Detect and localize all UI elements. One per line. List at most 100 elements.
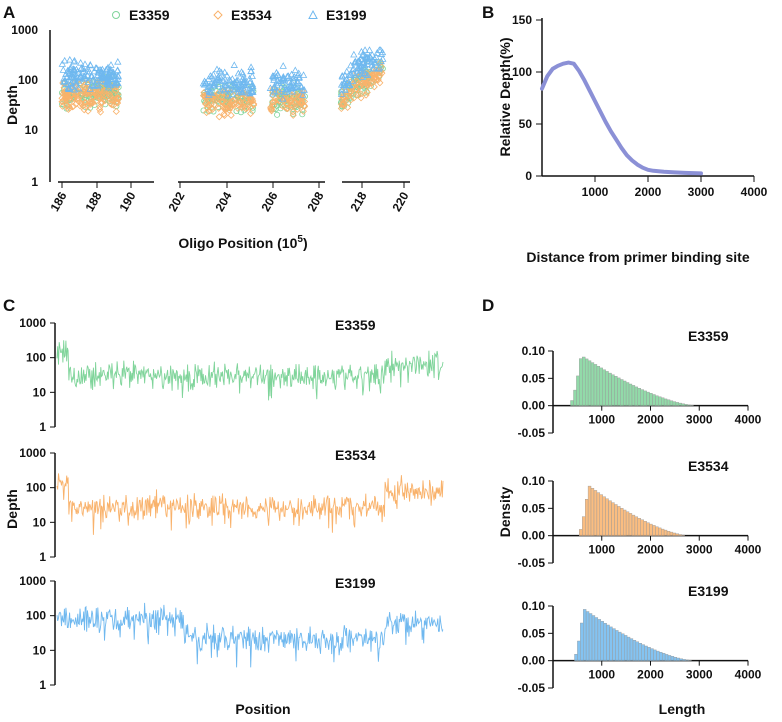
- panel-c-trace-e3199: [56, 602, 444, 668]
- panel-d-xtick-label: 1000: [588, 413, 615, 427]
- point-e3199: [214, 73, 222, 80]
- point-e3534: [113, 99, 122, 107]
- legend-marker-e3534: [213, 10, 223, 20]
- panel-d-bar-e3534: [596, 492, 601, 536]
- point-e3199: [75, 77, 83, 84]
- point-e3199: [337, 80, 346, 88]
- point-e3534: [291, 89, 299, 97]
- point-e3199: [225, 76, 234, 83]
- point-e3534: [92, 88, 100, 96]
- point-e3199: [77, 73, 85, 81]
- panel-b-xtick-4000: 4000: [741, 185, 768, 199]
- point-e3199: [65, 84, 74, 92]
- panel-label-c: C: [3, 296, 15, 315]
- panel-d-bar-e3534: [625, 511, 630, 536]
- point-e3199: [200, 80, 209, 88]
- point-e3534: [286, 96, 294, 105]
- point-e3534: [366, 72, 374, 80]
- point-e3534: [228, 97, 236, 105]
- panel-label-d: D: [482, 296, 494, 315]
- panel-a-plot-area: [58, 46, 387, 121]
- point-e3199: [341, 86, 349, 93]
- point-e3534: [238, 100, 246, 108]
- panel-d-bar-e3199: [673, 657, 678, 661]
- panel-a-xtick-206: 206: [258, 189, 280, 214]
- panel-d-xtick-label: 2000: [637, 668, 664, 682]
- point-e3199: [285, 74, 294, 81]
- panel-d-bar-e3199: [600, 621, 604, 661]
- panel-d-bar-e3534: [678, 534, 682, 536]
- point-e3199: [282, 81, 290, 88]
- panel-d-bar-e3534: [611, 502, 615, 536]
- panel-d-bar-e3359: [646, 391, 650, 406]
- point-e3534: [339, 100, 348, 108]
- panel-c-trace-e3359: [56, 340, 444, 401]
- point-e3199: [208, 79, 216, 87]
- point-e3534: [250, 101, 258, 109]
- panel-d-bar-e3359: [570, 400, 574, 406]
- point-e3534: [245, 98, 254, 106]
- point-e3199: [97, 66, 105, 73]
- point-e3534: [206, 96, 214, 104]
- panel-d-bar-e3534: [663, 529, 668, 536]
- panel-d-bar-e3199: [577, 640, 581, 661]
- panel-d-bar-e3534: [669, 531, 674, 536]
- point-e3199: [297, 82, 305, 90]
- panel-d-ytick-label: 0.10: [522, 474, 546, 488]
- panel-b-depth-curve: [540, 60, 703, 176]
- point-e3199: [344, 77, 352, 84]
- panel-d-bar-e3199: [594, 617, 599, 661]
- panel-d-bar-e3199: [659, 652, 663, 661]
- panel-d-chart: 0.10 0.05 0.00 -0.05 1000 2000 3000 4000 E3359 0…: [497, 328, 762, 717]
- panel-d-ytick-label: 0.10: [522, 344, 546, 358]
- panel-d-bar-e3359: [684, 404, 688, 406]
- point-e3199: [363, 71, 372, 79]
- panel-c-ytick-label: 1000: [19, 316, 46, 330]
- point-e3534: [347, 88, 355, 96]
- point-e3534: [350, 79, 358, 87]
- panel-a-xtick-186: 186: [47, 189, 69, 214]
- panel-d-bar-e3534: [599, 494, 603, 536]
- panel-d-bar-e3359: [611, 374, 615, 406]
- panel-d-bar-e3359: [579, 358, 583, 406]
- point-e3534: [100, 91, 108, 99]
- point-e3534: [353, 78, 361, 86]
- panel-d-bar-e3534: [614, 504, 618, 536]
- point-e3199: [358, 73, 366, 80]
- point-e3199: [353, 64, 362, 72]
- point-e3534: [220, 110, 228, 118]
- point-e3534: [108, 101, 116, 109]
- panel-c-subplot-e3199: 1 10 100 1000 E3199: [19, 574, 444, 692]
- point-e3534: [96, 87, 104, 95]
- panel-c-ytick-label: 100: [26, 481, 46, 495]
- panel-d-bar-e3359: [585, 358, 589, 406]
- point-e3534: [98, 98, 106, 106]
- panel-d-bar-e3534: [628, 513, 633, 536]
- panel-d-ylabel: Density: [497, 487, 513, 538]
- point-e3199: [270, 76, 278, 83]
- point-e3534: [298, 98, 306, 106]
- point-e3534: [289, 102, 297, 110]
- point-e3199: [224, 91, 232, 99]
- panel-a-xtick-202: 202: [165, 189, 187, 214]
- point-e3199: [70, 56, 79, 64]
- point-e3359: [88, 93, 95, 100]
- point-e3359: [233, 108, 240, 115]
- panel-d-ytick-label: 0.05: [522, 626, 546, 640]
- point-e3199: [68, 71, 76, 78]
- point-e3534: [293, 105, 301, 113]
- point-e3534: [225, 106, 233, 114]
- panel-d-bar-e3359: [620, 379, 624, 406]
- panel-d-bar-e3534: [652, 525, 656, 536]
- legend-label-e3534: E3534: [231, 7, 272, 23]
- panel-d-ytick-label: 0.00: [522, 529, 546, 543]
- point-e3199: [363, 60, 371, 67]
- panel-d-bar-e3359: [628, 383, 633, 406]
- point-e3199: [279, 72, 288, 80]
- point-e3199: [368, 61, 376, 69]
- panel-d-subplot-title: E3359: [688, 328, 729, 344]
- point-e3199: [206, 72, 215, 79]
- panel-d-xtick-label: 4000: [735, 668, 762, 682]
- point-e3199: [223, 71, 231, 79]
- panel-d-bar-e3359: [576, 375, 580, 406]
